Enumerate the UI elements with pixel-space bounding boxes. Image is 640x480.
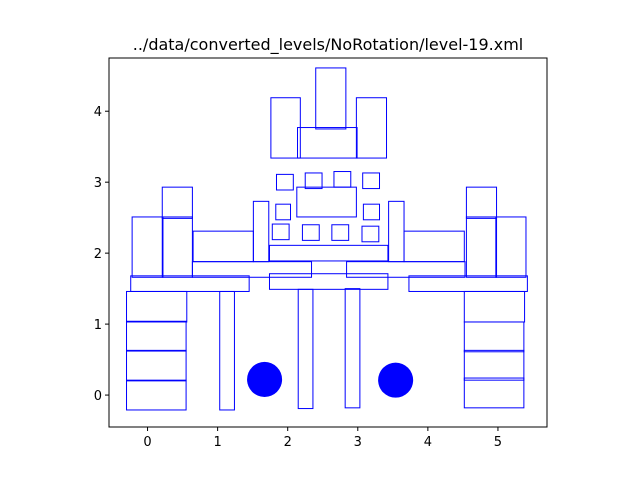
block-rect	[346, 261, 466, 278]
block-rect	[275, 173, 294, 191]
level-shapes	[126, 67, 528, 411]
plot-frame	[108, 57, 548, 428]
block-rect	[463, 377, 525, 409]
y-tick-label: 1	[94, 318, 102, 333]
x-tick-label: 5	[494, 435, 502, 450]
x-tick-label: 2	[284, 435, 292, 450]
block-rect	[388, 200, 405, 263]
x-tick-label: 4	[424, 435, 432, 450]
block-rect	[408, 275, 528, 292]
block-rect	[268, 273, 389, 290]
block-rect	[463, 290, 526, 323]
block-rect	[192, 230, 254, 263]
block-rect	[344, 288, 361, 409]
block-rect	[463, 321, 525, 353]
block-rect	[191, 261, 313, 278]
block-rect	[296, 186, 357, 218]
block-rect	[331, 224, 350, 241]
block-rect	[126, 320, 187, 352]
x-tick-label: 1	[213, 435, 221, 450]
block-rect	[161, 216, 193, 278]
block-rect	[252, 200, 270, 263]
block-rect	[126, 379, 187, 411]
block-rect	[126, 290, 188, 323]
block-rect	[219, 290, 235, 411]
y-tick-label: 4	[94, 105, 102, 120]
block-rect	[297, 127, 358, 159]
block-rect	[131, 216, 164, 278]
block-rect	[301, 224, 320, 241]
y-tick-label: 0	[94, 389, 102, 404]
block-rect	[361, 225, 380, 243]
block-rect	[130, 275, 250, 292]
block-rect	[465, 186, 498, 219]
block-rect	[275, 203, 292, 221]
block-rect	[333, 171, 352, 188]
block-rect	[355, 97, 388, 159]
x-tick-label: 3	[354, 435, 362, 450]
block-rect	[315, 67, 347, 130]
x-tick-label: 0	[143, 435, 151, 450]
y-tick-label: 2	[94, 247, 102, 262]
ball-circle	[247, 361, 283, 397]
block-rect	[362, 203, 381, 221]
block-rect	[362, 172, 381, 190]
block-rect	[463, 349, 525, 381]
chart-title: ../data/converted_levels/NoRotation/leve…	[133, 35, 523, 55]
block-rect	[495, 216, 527, 278]
block-rect	[297, 288, 314, 410]
block-rect	[304, 172, 323, 190]
block-rect	[403, 230, 465, 263]
block-rect	[126, 349, 187, 382]
plot-axes: 0 1 2 3 4 5 0 1 2 3 4	[94, 57, 548, 450]
block-rect	[161, 186, 193, 219]
block-rect	[270, 97, 301, 159]
block-rect	[271, 223, 290, 241]
block-rect	[268, 244, 389, 262]
ball-circle	[378, 362, 414, 398]
block-rect	[465, 216, 498, 278]
y-tick-label: 3	[94, 176, 102, 191]
